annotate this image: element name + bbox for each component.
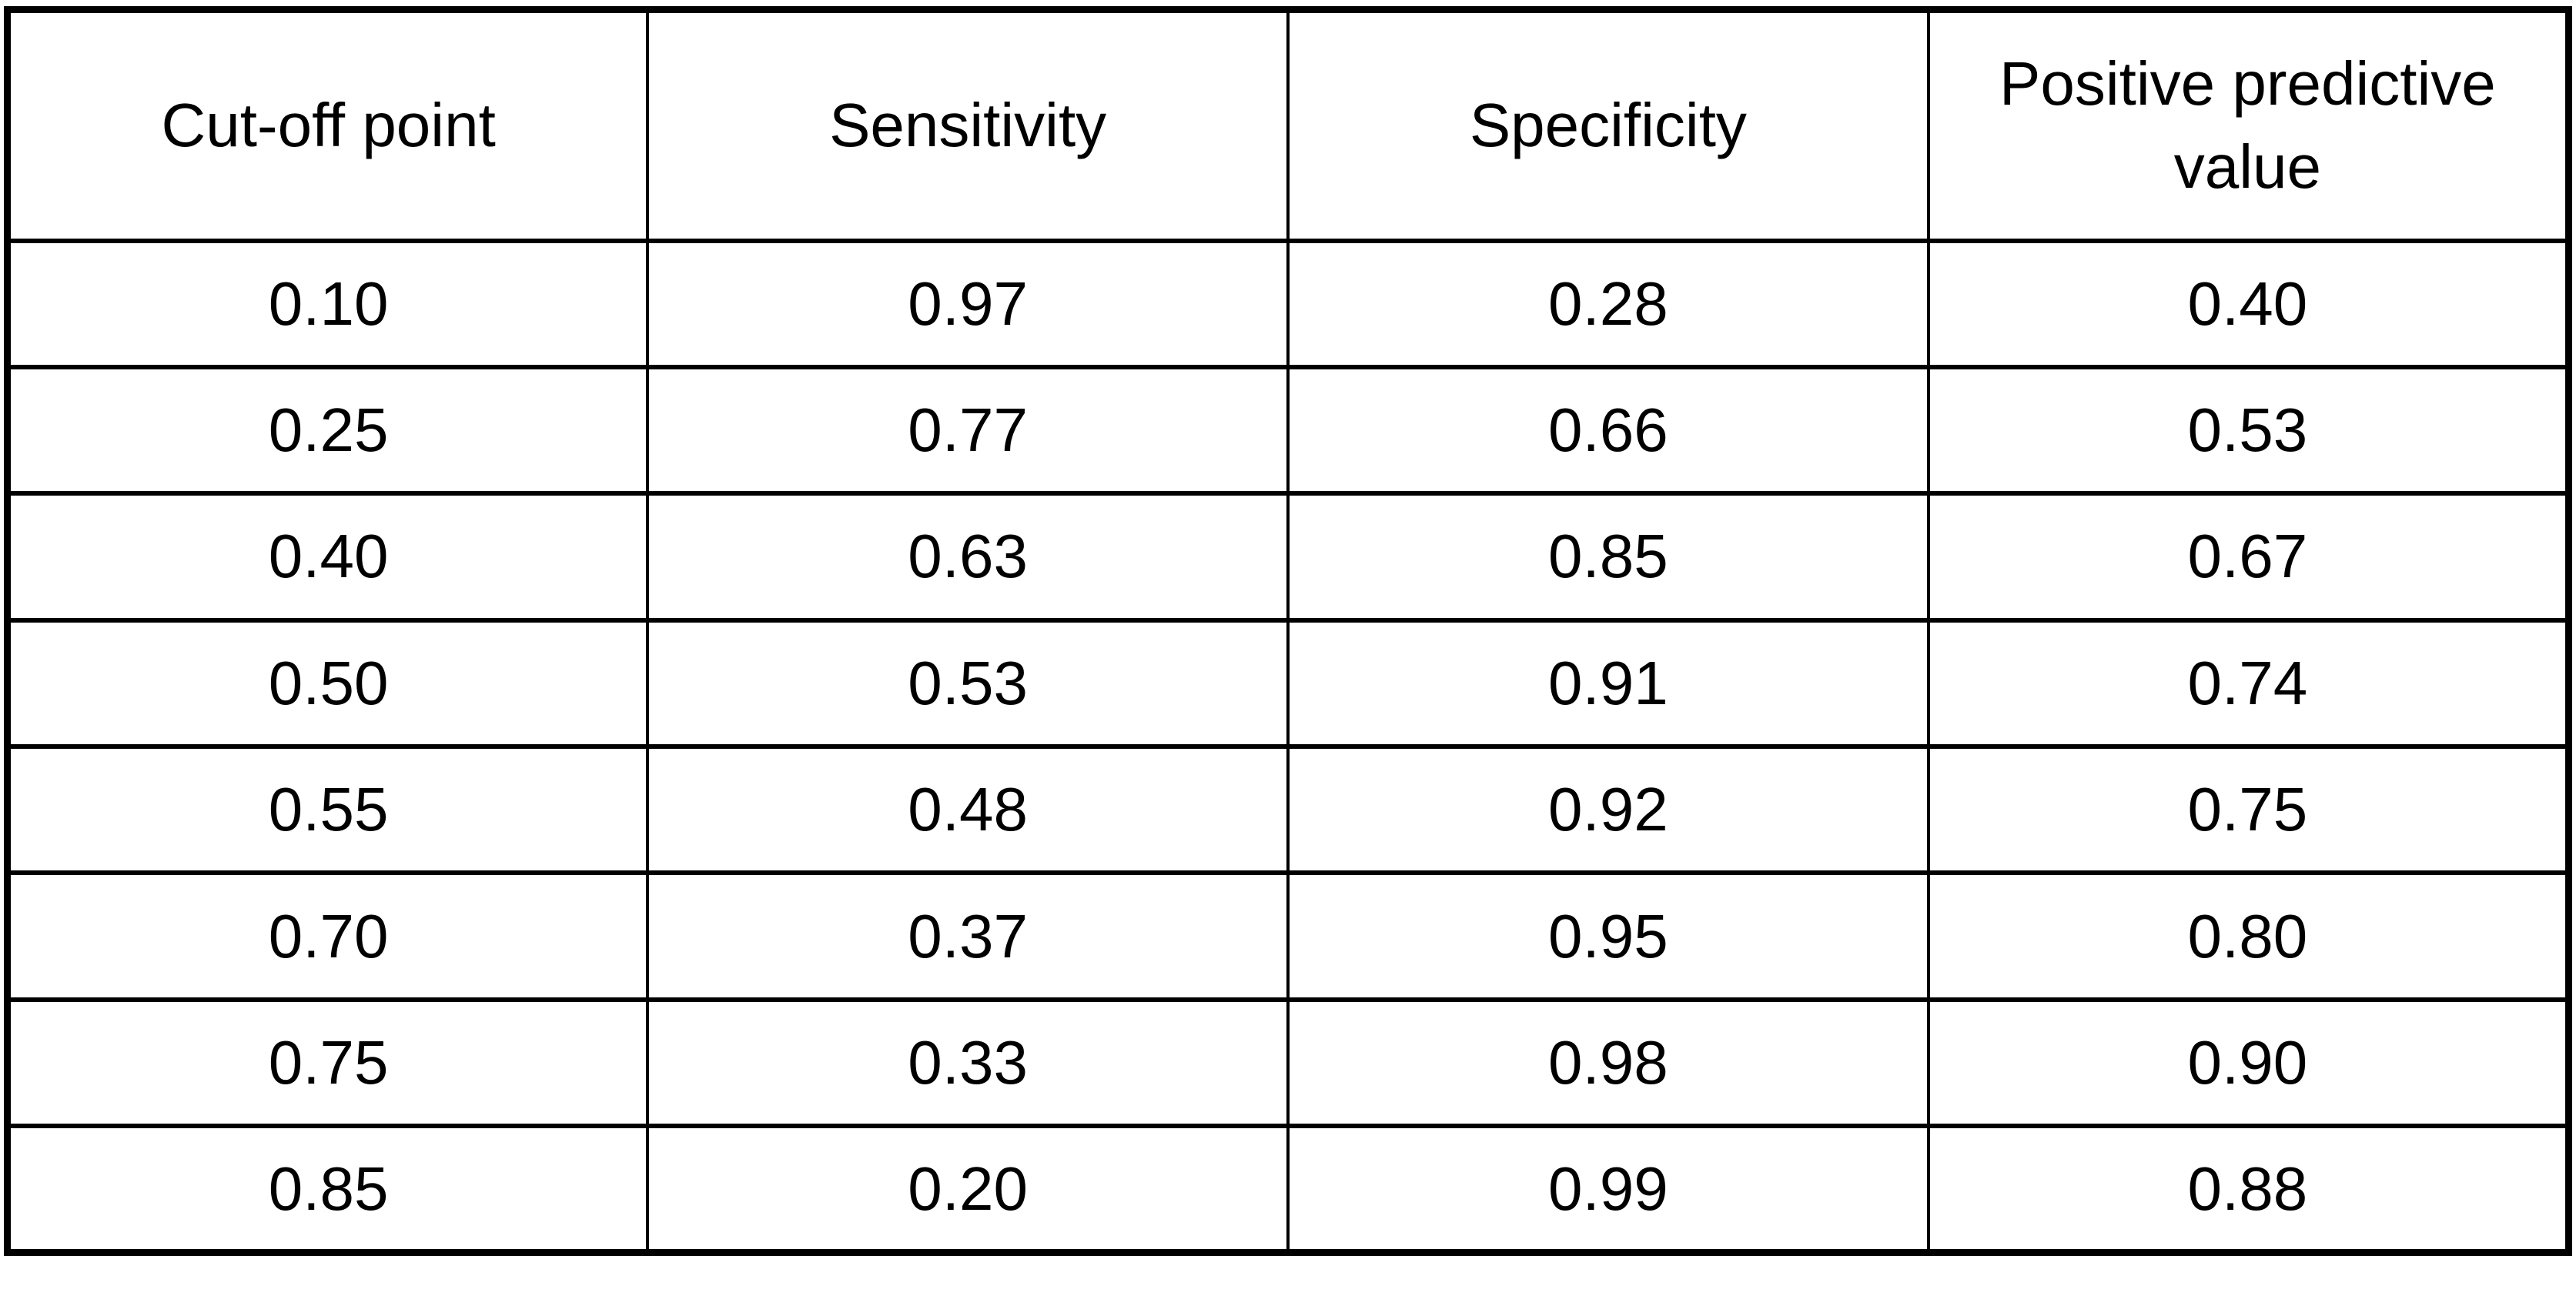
table-header: Cut-off point Sensitivity Specificity Po… <box>5 7 2571 243</box>
table-row: 0.40 0.63 0.85 0.67 <box>5 491 2571 623</box>
table-cell: 0.97 <box>646 238 1290 369</box>
table-cell: 0.28 <box>1286 238 1930 369</box>
column-header-cutoff-point: Cut-off point <box>5 7 650 243</box>
table-cell: 0.50 <box>5 617 650 750</box>
table-cell: 0.88 <box>1926 1124 2571 1255</box>
table-cell: 0.63 <box>646 491 1290 623</box>
table-row: 0.85 0.20 0.99 0.88 <box>5 1124 2571 1255</box>
table-cell: 0.40 <box>5 491 650 623</box>
table-row: 0.25 0.77 0.66 0.53 <box>5 364 2571 496</box>
table-row: 0.10 0.97 0.28 0.40 <box>5 238 2571 369</box>
cutoff-metrics-table: Cut-off point Sensitivity Specificity Po… <box>4 6 2572 1256</box>
table-cell: 0.66 <box>1286 364 1930 496</box>
column-header-positive-predictive-value: Positive predictive value <box>1926 7 2571 243</box>
table-cell: 0.90 <box>1926 997 2571 1129</box>
column-header-specificity: Specificity <box>1286 7 1930 243</box>
table-cell: 0.74 <box>1926 617 2571 750</box>
table-cell: 0.53 <box>646 617 1290 750</box>
table-row: 0.70 0.37 0.95 0.80 <box>5 870 2571 1002</box>
table-cell: 0.10 <box>5 238 650 369</box>
table-cell: 0.98 <box>1286 997 1930 1129</box>
table-cell: 0.85 <box>5 1124 650 1255</box>
table-cell: 0.75 <box>5 997 650 1129</box>
table-cell: 0.85 <box>1286 491 1930 623</box>
table-cell: 0.33 <box>646 997 1290 1129</box>
table-cell: 0.48 <box>646 743 1290 876</box>
table-cell: 0.70 <box>5 870 650 1002</box>
table-row: 0.50 0.53 0.91 0.74 <box>5 617 2571 750</box>
table-cell: 0.95 <box>1286 870 1930 1002</box>
table-cell: 0.67 <box>1926 491 2571 623</box>
table-cell: 0.37 <box>646 870 1290 1002</box>
table-cell: 0.55 <box>5 743 650 876</box>
header-row: Cut-off point Sensitivity Specificity Po… <box>5 7 2571 243</box>
table-row: 0.75 0.33 0.98 0.90 <box>5 997 2571 1129</box>
table-cell: 0.92 <box>1286 743 1930 876</box>
table-cell: 0.99 <box>1286 1124 1930 1255</box>
table-cell: 0.20 <box>646 1124 1290 1255</box>
table-cell: 0.25 <box>5 364 650 496</box>
column-header-sensitivity: Sensitivity <box>646 7 1290 243</box>
table-cell: 0.75 <box>1926 743 2571 876</box>
table-body: 0.10 0.97 0.28 0.40 0.25 0.77 0.66 0.53 … <box>5 238 2571 1255</box>
table-row: 0.55 0.48 0.92 0.75 <box>5 743 2571 876</box>
table-cell: 0.80 <box>1926 870 2571 1002</box>
table-cell: 0.91 <box>1286 617 1930 750</box>
table-cell: 0.53 <box>1926 364 2571 496</box>
table-cell: 0.77 <box>646 364 1290 496</box>
table-cell: 0.40 <box>1926 238 2571 369</box>
